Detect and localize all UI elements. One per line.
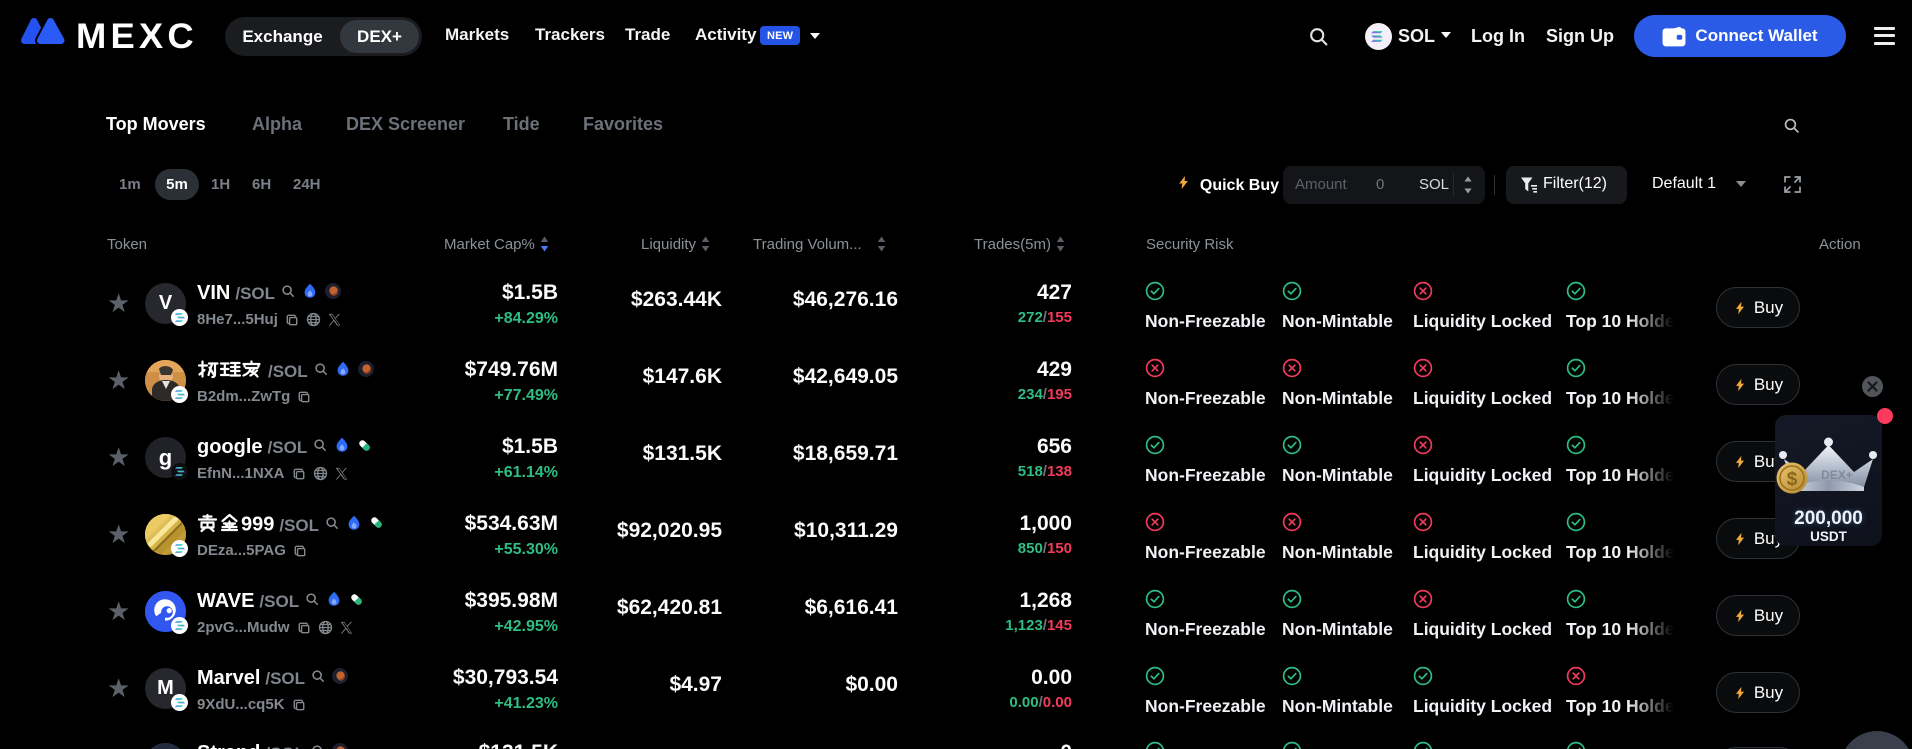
svg-text:$: $ [1787,469,1798,490]
svg-text:DEX+: DEX+ [1821,468,1853,482]
